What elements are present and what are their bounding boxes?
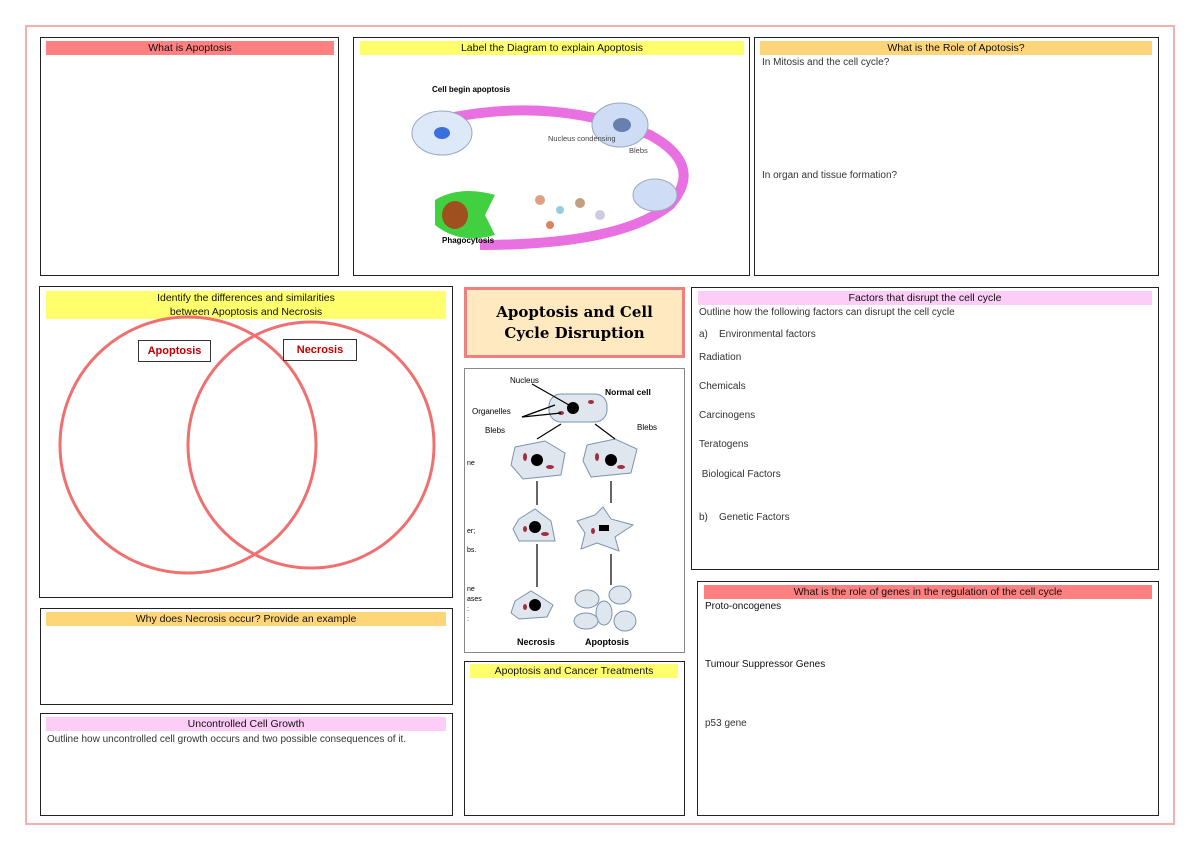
uncontrolled-text: Outline how uncontrolled cell growth occ… [47, 734, 407, 745]
cycle-arrow [438, 105, 689, 250]
label-organelles: Organelles [472, 407, 511, 416]
label-blebs-left: Blebs [485, 426, 505, 435]
venn-diagram [58, 315, 436, 575]
venn-circle-apoptosis [58, 315, 318, 575]
factor-item: Chemicals [699, 381, 746, 392]
factors-box[interactable] [691, 287, 1159, 570]
factors-header: Factors that disrupt the cell cycle [698, 291, 1152, 305]
label-diagram-box [353, 37, 750, 276]
gene-item: Proto-oncogenes [705, 601, 782, 612]
page-title-text: Apoptosis and Cell Cycle Disruption [496, 302, 653, 342]
label-blebs-right: Blebs [637, 423, 657, 432]
necrosis-apoptosis-diagram: Nucleus Normal cell Organelles Blebs Ble… [467, 376, 657, 647]
cut-text: bs. [467, 547, 476, 554]
label-nucleus: Nucleus [510, 376, 539, 385]
label-diagram-header: Label the Diagram to explain Apoptosis [360, 41, 744, 55]
page-border [25, 25, 1175, 825]
role-q1: In Mitosis and the cell cycle? [762, 57, 890, 68]
uncontrolled-header: Uncontrolled Cell Growth [46, 717, 446, 731]
role-box[interactable] [754, 37, 1159, 276]
label-blebs: Blebs [629, 146, 648, 155]
cut-text: : [467, 616, 469, 623]
genes-box[interactable] [697, 581, 1159, 816]
factors-intro: Outline how the following factors can di… [699, 307, 955, 318]
label-start: Cell begin apoptosis [432, 85, 511, 94]
venn-label-apoptosis: Apoptosis [138, 340, 211, 362]
gene-item: Tumour Suppressor Genes [705, 659, 826, 670]
cut-text: ne [467, 586, 475, 593]
factors-b: b) Genetic Factors [699, 512, 790, 523]
venn-circle-necrosis [186, 320, 436, 570]
label-necrosis: Necrosis [517, 637, 555, 647]
factor-item: Biological Factors [699, 469, 781, 480]
factor-item: Carcinogens [699, 410, 756, 421]
role-q2: In organ and tissue formation? [762, 170, 898, 181]
cut-text: ases [467, 596, 482, 603]
label-apoptosis: Apoptosis [585, 637, 629, 647]
cut-text: er; [467, 528, 475, 535]
what-is-apoptosis-header: What is Apoptosis [46, 41, 334, 55]
label-phagocytosis: Phagocytosis [442, 236, 495, 245]
factors-a: a) Environmental factors [699, 329, 816, 340]
venn-label-necrosis: Necrosis [283, 339, 357, 361]
factor-item: Teratogens [699, 439, 749, 450]
genes-header: What is the role of genes in the regulat… [704, 585, 1152, 599]
label-normal-cell: Normal cell [605, 387, 651, 397]
cut-text: : [467, 606, 469, 613]
necrosis-why-header: Why does Necrosis occur? Provide an exam… [46, 612, 446, 626]
page-title: Apoptosis and Cell Cycle Disruption [464, 287, 685, 358]
what-is-apoptosis-box[interactable] [40, 37, 339, 276]
apoptosis-cycle-diagram: Cell begin apoptosis Nucleus condensing … [411, 85, 689, 250]
gene-item: p53 gene [705, 718, 747, 729]
cancer-header: Apoptosis and Cancer Treatments [470, 664, 678, 678]
venn-header: Identify the differences and similaritie… [46, 291, 446, 319]
role-header: What is the Role of Apotosis? [760, 41, 1152, 55]
factor-item: Radiation [699, 352, 742, 363]
label-nucleus: Nucleus condensing [548, 134, 616, 143]
cut-text: ne [467, 460, 475, 467]
cancer-box[interactable] [464, 661, 685, 816]
